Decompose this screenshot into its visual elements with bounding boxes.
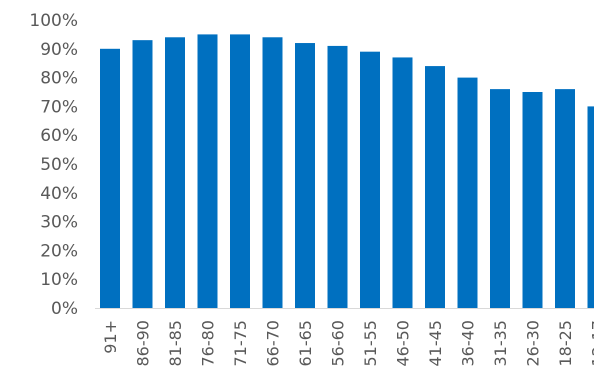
y-tick-label: 50% bbox=[40, 155, 78, 175]
bar bbox=[327, 45, 348, 309]
y-tick-label: 10% bbox=[40, 270, 78, 290]
x-tick-label: 71-75 bbox=[231, 320, 250, 367]
x-tick-label: 91+ bbox=[101, 320, 120, 354]
bar bbox=[490, 89, 510, 309]
bars bbox=[100, 34, 594, 309]
bar bbox=[132, 40, 153, 308]
x-tick-label: 31-35 bbox=[491, 320, 510, 367]
x-tick-label: 41-45 bbox=[426, 320, 445, 367]
y-axis-ticks: 0% 10% 20% 30% 40% 50% 60% 70% 80% 90% 100% bbox=[29, 11, 78, 319]
x-tick-label: 61-65 bbox=[296, 320, 315, 367]
bar bbox=[392, 57, 413, 308]
bar bbox=[555, 89, 575, 309]
bar bbox=[360, 51, 380, 309]
y-tick-label: 90% bbox=[40, 40, 78, 60]
x-tick-label: 36-40 bbox=[459, 320, 478, 367]
bar bbox=[262, 37, 283, 308]
x-tick-label: 86-90 bbox=[134, 320, 153, 367]
y-tick-label: 20% bbox=[40, 241, 78, 261]
y-tick-label: 80% bbox=[40, 69, 78, 89]
x-tick-label: 46-50 bbox=[394, 320, 413, 367]
bar bbox=[165, 37, 185, 308]
x-tick-label: 18-25 bbox=[556, 320, 575, 367]
y-tick-label: 100% bbox=[29, 11, 78, 31]
x-tick-label: 56-60 bbox=[329, 320, 348, 367]
x-tick-label: 12-17 bbox=[589, 320, 594, 367]
bar bbox=[587, 106, 594, 309]
y-tick-label: 60% bbox=[40, 126, 78, 146]
x-tick-label: 81-85 bbox=[166, 320, 185, 367]
bar bbox=[457, 77, 478, 308]
bar bbox=[522, 92, 543, 308]
y-tick-label: 30% bbox=[40, 213, 78, 233]
y-tick-label: 70% bbox=[40, 97, 78, 117]
x-axis-ticks: 91+ 86-90 81-85 76-80 71-75 66-70 61-65 56-60 51… bbox=[101, 320, 594, 367]
bar bbox=[295, 43, 315, 308]
bar bbox=[230, 34, 250, 309]
bar bbox=[100, 48, 120, 309]
bar bbox=[425, 66, 445, 308]
x-tick-label: 51-55 bbox=[361, 320, 380, 367]
x-tick-label: 66-70 bbox=[264, 320, 283, 367]
y-tick-label: 0% bbox=[51, 299, 78, 319]
bar bbox=[197, 34, 218, 309]
y-tick-label: 40% bbox=[40, 184, 78, 204]
x-tick-label: 26-30 bbox=[524, 320, 543, 367]
x-tick-label: 76-80 bbox=[199, 320, 218, 367]
